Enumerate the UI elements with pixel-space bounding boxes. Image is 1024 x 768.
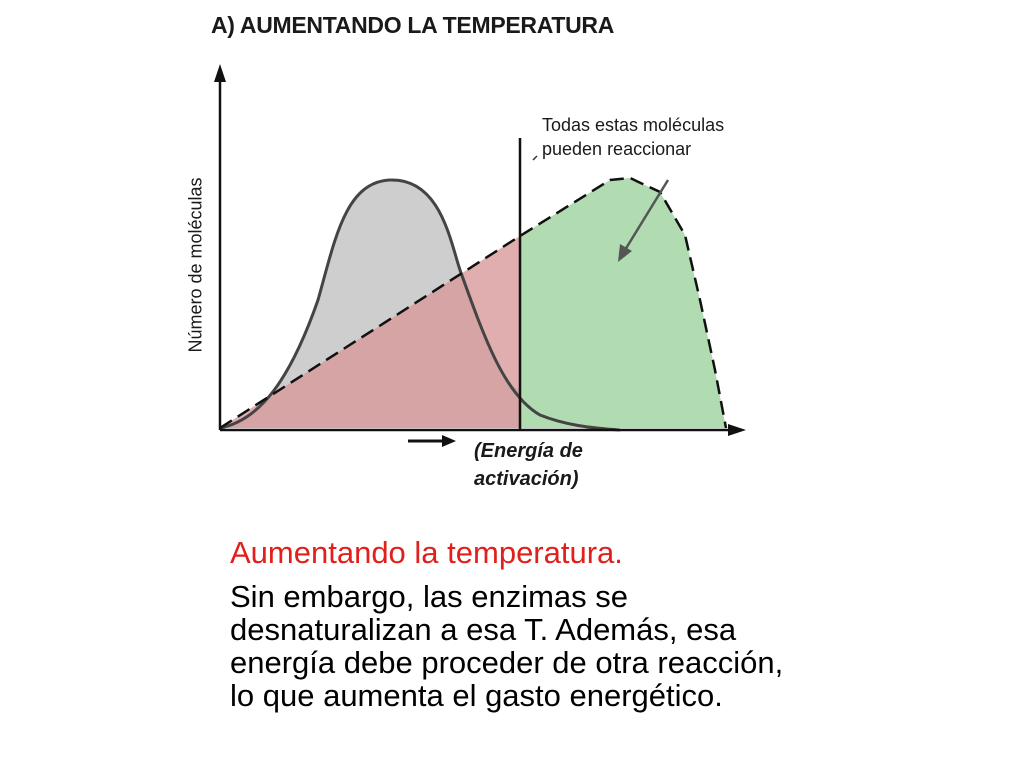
annotation-pointer-arrow <box>623 179 670 251</box>
energy-direction-arrowhead <box>442 435 456 447</box>
x-axis-label: (Energía de activación) <box>474 437 583 493</box>
high-temperature-area-above-threshold <box>520 178 726 428</box>
low-temperature-curve <box>219 178 621 432</box>
y-axis-label: Número de moléculas <box>185 177 206 353</box>
y-axis-arrowhead <box>214 64 226 82</box>
diagram-title: A) AUMENTANDO LA TEMPERATURA <box>211 12 615 38</box>
x-axis-arrowhead <box>728 424 746 436</box>
caption-body: Sin embargo, las enzimas se desnaturaliz… <box>230 579 784 713</box>
annotation-text: Todas estas moléculas pueden reaccionar <box>542 113 724 161</box>
x-axis-label-line-2: activación) <box>474 468 579 490</box>
x-axis-label-line-1: (Energía de <box>474 440 583 462</box>
annotation-line-1: Todas estas moléculas <box>542 115 725 135</box>
annotation-pointer-arrowhead <box>618 244 632 262</box>
caption-heading: Aumentando la temperatura. <box>230 535 623 570</box>
annotation-line-2: pueden reaccionar <box>542 139 692 159</box>
annotation-tick <box>532 155 538 161</box>
